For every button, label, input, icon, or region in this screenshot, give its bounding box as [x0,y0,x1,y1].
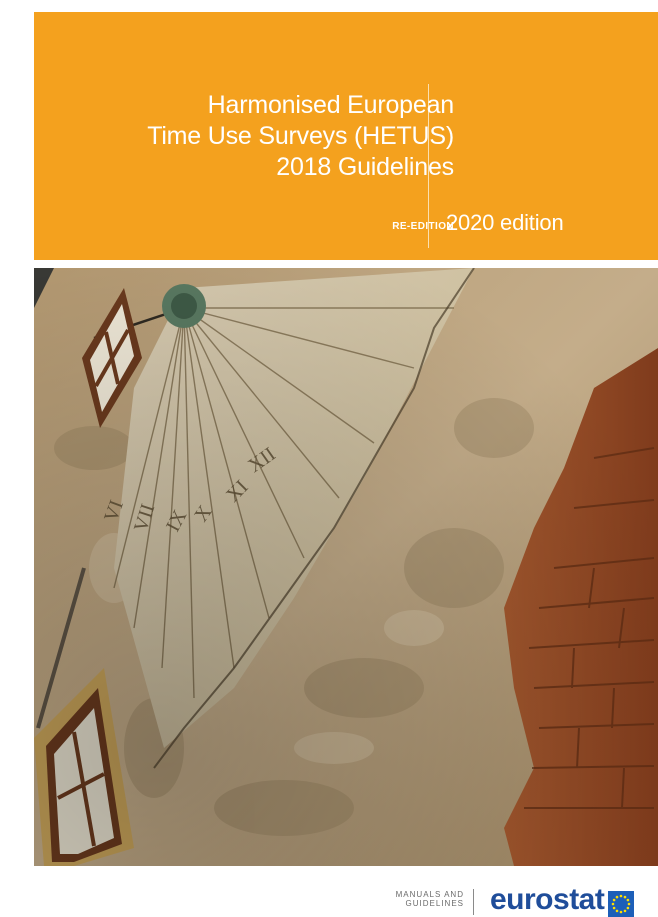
title-line-1: Harmonised European [207,91,455,119]
eurostat-wordmark: eurostat [490,883,605,916]
eu-flag-icon [608,891,635,917]
series-line-2: GUIDELINES [405,899,464,908]
title-band [34,12,658,260]
re-edition-label: RE-EDITION [392,221,454,232]
footer-divider [473,889,474,915]
sundial-wall-illustration: VI VII IX X XI XII [34,268,658,866]
publication-title: Harmonised European Time Use Surveys (HE… [147,90,454,183]
cover-photo: VI VII IX X XI XII [34,268,658,866]
title-divider [428,84,429,248]
eurostat-logo: eurostat [490,883,635,917]
series-label: MANUALS AND GUIDELINES [380,890,464,908]
title-line-3: 2018 Guidelines [276,153,454,181]
title-line-2: Time Use Surveys (HETUS) [147,122,454,150]
edition-label: 2020 edition [446,210,564,235]
series-line-1: MANUALS AND [395,890,464,899]
